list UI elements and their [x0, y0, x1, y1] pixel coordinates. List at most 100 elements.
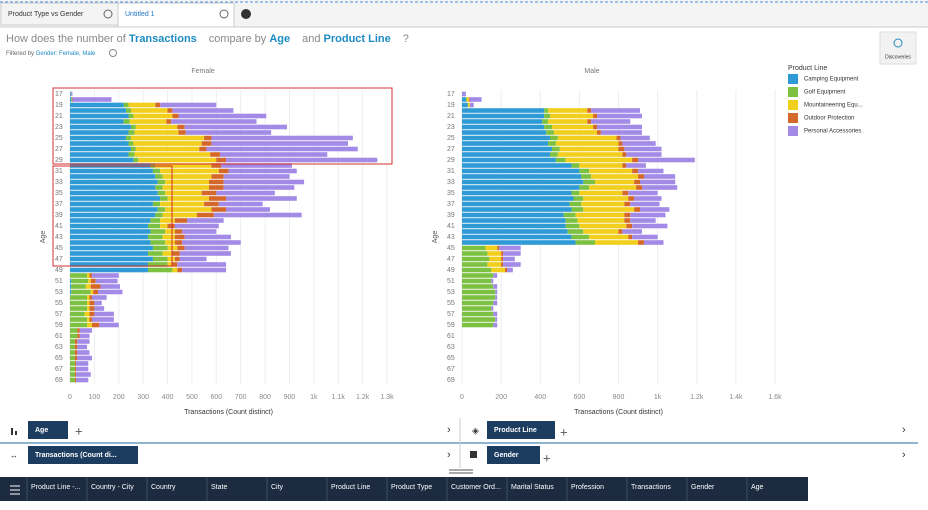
bar-segment[interactable]	[462, 119, 542, 124]
bar-segment[interactable]	[548, 119, 587, 124]
bar-segment[interactable]	[489, 257, 501, 262]
bar-segment[interactable]	[634, 196, 661, 201]
bar-segment[interactable]	[179, 130, 186, 135]
bar-segment[interactable]	[77, 334, 79, 339]
bar-segment[interactable]	[71, 97, 72, 102]
bar-segment[interactable]	[75, 367, 76, 372]
bar-segment[interactable]	[568, 229, 584, 234]
bar-segment[interactable]	[622, 191, 628, 196]
bar-segment[interactable]	[76, 372, 91, 377]
bar-segment[interactable]	[462, 202, 570, 207]
bar-segment[interactable]	[597, 130, 601, 135]
bar-segment[interactable]	[168, 224, 175, 229]
bar-segment[interactable]	[638, 158, 695, 163]
bar-segment[interactable]	[153, 169, 160, 174]
bar-segment[interactable]	[175, 224, 219, 229]
bar-segment[interactable]	[544, 114, 550, 119]
bar-segment[interactable]	[163, 251, 173, 256]
bar-segment[interactable]	[70, 290, 71, 295]
bar-segment[interactable]	[462, 273, 493, 278]
bar-segment[interactable]	[124, 103, 129, 108]
bar-segment[interactable]	[462, 174, 581, 179]
bar-segment[interactable]	[574, 196, 584, 201]
bar-segment[interactable]	[487, 251, 501, 256]
bar-segment[interactable]	[593, 114, 597, 119]
pill-label[interactable]: Age	[35, 427, 48, 434]
bar-segment[interactable]	[168, 257, 175, 262]
bar-segment[interactable]	[70, 207, 158, 212]
bar-segment[interactable]	[71, 284, 86, 289]
bar-segment[interactable]	[199, 147, 206, 152]
bar-segment[interactable]	[211, 174, 223, 179]
bar-segment[interactable]	[90, 301, 95, 306]
bar-segment[interactable]	[560, 147, 619, 152]
bar-segment[interactable]	[462, 235, 572, 240]
bar-segment[interactable]	[70, 141, 129, 146]
bar-segment[interactable]	[595, 240, 638, 245]
bar-segment[interactable]	[644, 174, 675, 179]
bar-segment[interactable]	[640, 207, 669, 212]
bar-segment[interactable]	[138, 158, 216, 163]
bar-segment[interactable]	[148, 251, 163, 256]
bar-segment[interactable]	[626, 163, 646, 168]
bar-segment[interactable]	[622, 229, 642, 234]
bar-segment[interactable]	[70, 174, 155, 179]
bar-segment[interactable]	[462, 295, 495, 300]
tab-label[interactable]: Product Type vs Gender	[8, 11, 84, 18]
bar-segment[interactable]	[150, 240, 165, 245]
bar-segment[interactable]	[168, 196, 209, 201]
bar-segment[interactable]	[209, 185, 224, 190]
bar-segment[interactable]	[91, 279, 96, 284]
bar-segment[interactable]	[503, 251, 521, 256]
bar-segment[interactable]	[133, 114, 172, 119]
bar-segment[interactable]	[462, 141, 548, 146]
bar-segment[interactable]	[211, 136, 352, 141]
bar-segment[interactable]	[197, 213, 214, 218]
bar-segment[interactable]	[180, 251, 231, 256]
bar-segment[interactable]	[90, 273, 92, 278]
bar-segment[interactable]	[172, 268, 177, 273]
bar-segment[interactable]	[75, 350, 77, 355]
bar-segment[interactable]	[165, 229, 175, 234]
bar-segment[interactable]	[501, 251, 503, 256]
bar-segment[interactable]	[75, 372, 76, 377]
bar-segment[interactable]	[70, 372, 75, 377]
bar-segment[interactable]	[94, 312, 114, 317]
bar-segment[interactable]	[70, 328, 77, 333]
bar-segment[interactable]	[70, 224, 148, 229]
column-name[interactable]: Product Type	[391, 484, 432, 491]
bar-segment[interactable]	[579, 191, 622, 196]
bar-segment[interactable]	[87, 323, 92, 328]
bar-segment[interactable]	[224, 180, 304, 185]
bar-segment[interactable]	[224, 185, 295, 190]
bar-segment[interactable]	[462, 213, 564, 218]
bar-segment[interactable]	[160, 218, 175, 223]
bar-segment[interactable]	[94, 306, 104, 311]
bar-segment[interactable]	[160, 196, 167, 201]
bar-segment[interactable]	[77, 328, 79, 333]
add-button[interactable]: +	[75, 423, 83, 438]
bar-segment[interactable]	[229, 169, 297, 174]
bar-segment[interactable]	[579, 163, 622, 168]
bar-segment[interactable]	[177, 125, 184, 130]
bar-segment[interactable]	[462, 136, 550, 141]
bar-segment[interactable]	[70, 323, 87, 328]
column-name[interactable]: State	[211, 484, 227, 491]
bar-segment[interactable]	[575, 240, 595, 245]
bar-segment[interactable]	[462, 97, 466, 102]
bar-segment[interactable]	[91, 290, 93, 295]
bar-segment[interactable]	[185, 246, 229, 251]
bar-segment[interactable]	[591, 174, 638, 179]
bar-segment[interactable]	[597, 125, 642, 130]
bar-segment[interactable]	[175, 235, 185, 240]
bar-segment[interactable]	[589, 235, 628, 240]
bar-segment[interactable]	[70, 169, 153, 174]
bar-segment[interactable]	[589, 169, 632, 174]
column-name[interactable]: Country - City	[91, 484, 134, 491]
bar-segment[interactable]	[583, 229, 618, 234]
bar-segment[interactable]	[70, 334, 77, 339]
bar-segment[interactable]	[70, 130, 129, 135]
bar-segment[interactable]	[75, 339, 77, 344]
bar-segment[interactable]	[166, 119, 171, 124]
bar-segment[interactable]	[503, 262, 521, 267]
